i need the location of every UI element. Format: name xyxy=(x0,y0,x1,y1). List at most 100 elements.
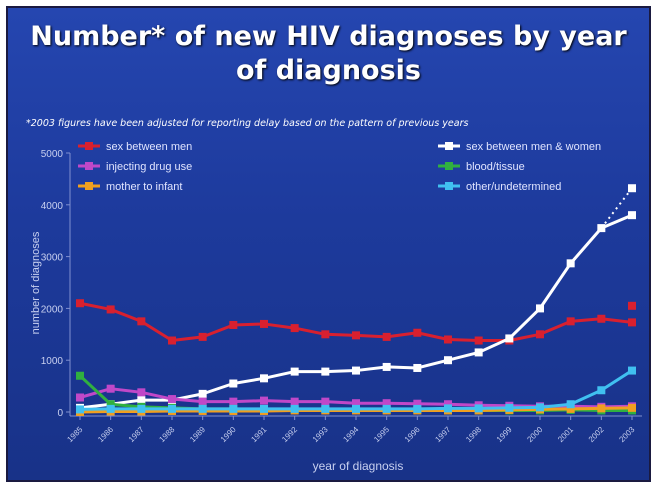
data-point xyxy=(76,371,84,380)
x-tick-label: 1987 xyxy=(127,425,146,444)
data-point xyxy=(444,356,452,365)
data-point xyxy=(106,404,115,413)
data-point xyxy=(168,404,176,413)
data-point xyxy=(382,332,391,341)
data-point xyxy=(505,403,514,412)
slide: Number* of new HIV diagnoses by year of … xyxy=(6,6,651,482)
x-tick-label: 1997 xyxy=(433,425,452,444)
data-point xyxy=(413,363,422,372)
x-tick-label: 1998 xyxy=(464,425,483,444)
data-point xyxy=(76,393,84,402)
data-point xyxy=(168,395,176,404)
data-point xyxy=(229,397,238,406)
data-point xyxy=(444,335,452,344)
y-axis-title: number of diagnoses xyxy=(30,231,42,334)
data-point xyxy=(321,404,330,413)
x-tick-label: 1985 xyxy=(65,425,84,444)
data-point xyxy=(321,330,330,339)
data-point xyxy=(382,404,391,413)
data-point xyxy=(352,399,360,408)
data-point xyxy=(444,404,452,413)
data-point xyxy=(597,386,606,395)
legend-marker xyxy=(445,182,453,190)
x-tick-label: 1994 xyxy=(341,425,360,444)
y-tick-label: 0 xyxy=(57,408,63,419)
data-point xyxy=(290,367,299,376)
data-point xyxy=(444,400,452,409)
adjusted-point xyxy=(628,184,636,193)
data-point xyxy=(106,400,115,409)
legend-label: sex between men & women xyxy=(466,141,601,153)
legend-marker xyxy=(85,162,93,170)
y-tick-label: 2000 xyxy=(41,304,64,315)
data-point xyxy=(260,396,268,405)
adjusted-point xyxy=(628,301,636,310)
data-point xyxy=(352,366,360,375)
data-point xyxy=(290,404,299,413)
legend-label: injecting drug use xyxy=(106,161,192,173)
data-point xyxy=(628,403,636,412)
data-point xyxy=(382,362,391,371)
chart: number of diagnoses year of diagnosis 01… xyxy=(30,141,642,473)
data-point xyxy=(106,305,115,314)
data-point xyxy=(536,403,544,412)
x-tick-label: 1991 xyxy=(249,425,268,444)
data-point xyxy=(474,404,483,413)
y-tick-label: 1000 xyxy=(41,356,64,367)
data-point xyxy=(260,374,268,383)
data-point xyxy=(229,404,238,413)
legend-label: other/undetermined xyxy=(466,181,561,193)
data-point xyxy=(76,405,84,414)
x-tick-label: 1990 xyxy=(219,425,238,444)
data-point xyxy=(566,259,575,268)
legend-label: sex between men xyxy=(106,141,192,153)
x-axis-title: year of diagnosis xyxy=(313,459,404,473)
data-point xyxy=(566,404,575,413)
adjusted-dotted xyxy=(600,187,633,229)
legend-marker xyxy=(85,142,93,150)
data-point xyxy=(536,330,544,339)
data-point xyxy=(198,332,207,341)
data-point xyxy=(137,396,146,405)
footnote: *2003 figures have been adjusted for rep… xyxy=(26,118,469,129)
data-point xyxy=(628,366,636,375)
data-point xyxy=(505,334,514,343)
data-point xyxy=(352,331,360,340)
x-tick-label: 1988 xyxy=(157,425,176,444)
data-point xyxy=(474,348,483,357)
data-point xyxy=(352,404,360,413)
data-point xyxy=(229,320,238,329)
x-tick-label: 1999 xyxy=(495,425,514,444)
data-point xyxy=(566,400,575,409)
data-point xyxy=(628,211,636,220)
data-point xyxy=(290,324,299,333)
x-tick-label: 2002 xyxy=(587,425,606,444)
series-line xyxy=(79,213,633,410)
data-point xyxy=(321,367,330,376)
data-point xyxy=(198,389,207,398)
y-tick-label: 5000 xyxy=(41,149,64,160)
y-tick-label: 4000 xyxy=(41,201,64,212)
y-tick-label: 3000 xyxy=(41,253,64,264)
x-tick-label: 1992 xyxy=(280,425,299,444)
chart-title: Number* of new HIV diagnoses by year of … xyxy=(30,21,627,86)
data-point xyxy=(76,299,84,308)
data-point xyxy=(413,404,422,413)
data-point xyxy=(628,318,636,327)
legend-label: mother to infant xyxy=(106,181,182,193)
x-tick-label: 1986 xyxy=(96,425,115,444)
data-point xyxy=(198,404,207,413)
legend-label: blood/tissue xyxy=(466,161,525,173)
data-point xyxy=(198,397,207,406)
data-point xyxy=(137,404,146,413)
legend-marker xyxy=(85,182,93,190)
data-point xyxy=(260,404,268,413)
x-tick-label: 2000 xyxy=(525,425,544,444)
data-point xyxy=(321,397,330,406)
x-tick-label: 2003 xyxy=(617,425,636,444)
data-point xyxy=(137,388,146,397)
x-tick-label: 1989 xyxy=(188,425,207,444)
data-point xyxy=(382,399,391,408)
data-point xyxy=(474,336,483,345)
data-point xyxy=(106,384,115,393)
